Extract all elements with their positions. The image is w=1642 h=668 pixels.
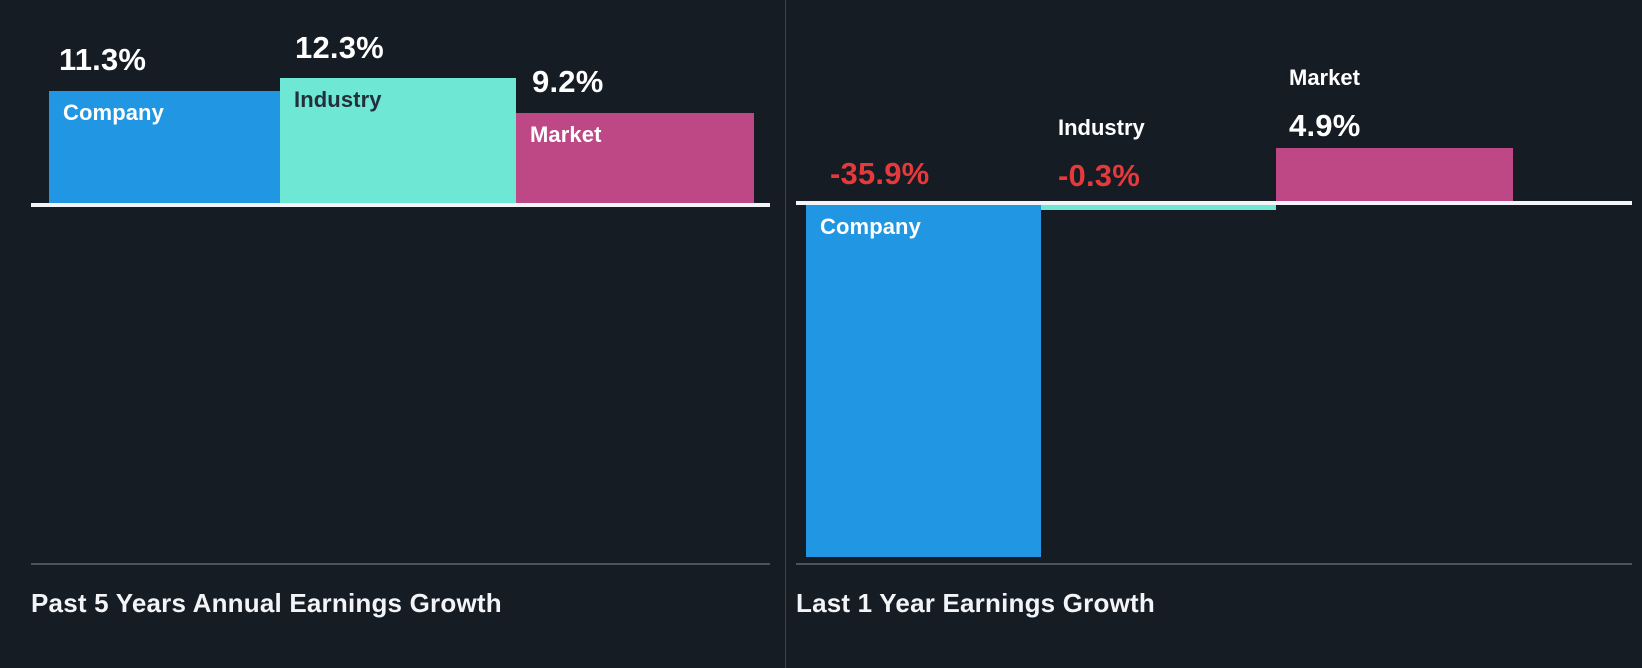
right-baseline <box>796 201 1632 205</box>
right-market-value: 4.9% <box>1289 108 1361 143</box>
left-bar-market[interactable]: Market <box>516 113 754 203</box>
right-industry-value: -0.3% <box>1058 158 1140 193</box>
left-industry-value: 12.3% <box>295 30 384 65</box>
left-bar-company-label: Company <box>63 100 164 125</box>
chart-last-1-year: -35.9% Industry -0.3% Market 4.9% Compan… <box>786 0 1642 668</box>
right-caption-rule <box>796 563 1632 565</box>
chart-past-5-years: 11.3% 12.3% 9.2% Company Industry Market <box>0 0 786 668</box>
left-market-value: 9.2% <box>532 64 604 99</box>
right-bar-company-label: Company <box>820 214 921 239</box>
left-bar-industry[interactable]: Industry <box>280 78 516 203</box>
left-caption-rule <box>31 563 770 565</box>
plot-area-left: 11.3% 12.3% 9.2% Company Industry Market <box>0 0 786 565</box>
left-baseline <box>31 203 770 207</box>
left-company-value: 11.3% <box>59 42 147 77</box>
left-chart-caption: Past 5 Years Annual Earnings Growth <box>31 588 502 618</box>
left-bar-industry-label: Industry <box>294 87 382 112</box>
right-bar-market[interactable] <box>1276 148 1513 203</box>
right-market-name: Market <box>1289 65 1360 90</box>
left-bar-company[interactable]: Company <box>49 91 280 203</box>
right-bar-company[interactable]: Company <box>806 205 1041 557</box>
right-chart-caption: Last 1 Year Earnings Growth <box>796 588 1155 618</box>
left-bar-market-label: Market <box>530 122 602 147</box>
right-company-value: -35.9% <box>830 156 930 191</box>
right-industry-name: Industry <box>1058 115 1145 140</box>
plot-area-right: -35.9% Industry -0.3% Market 4.9% Compan… <box>786 0 1642 565</box>
panel-divider <box>785 0 786 668</box>
right-bar-industry[interactable] <box>1041 205 1276 210</box>
